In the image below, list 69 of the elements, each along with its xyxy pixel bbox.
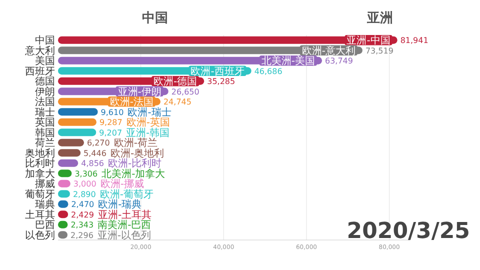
annotation: 2020/3/25: [346, 219, 470, 244]
y-tick-label: 法国: [35, 96, 55, 108]
annotation: 亚洲-伊朗: [118, 86, 162, 98]
data-label: 5,446: [84, 148, 106, 158]
annotation: 亚洲-土耳其: [98, 208, 152, 221]
y-tick-label: 挪威: [35, 178, 55, 190]
data-label: 2,470: [71, 200, 94, 210]
y-tick-label: 中国: [35, 34, 55, 47]
y-tick-label: 美国: [35, 55, 55, 68]
y-tick-label: 德国: [35, 76, 55, 88]
annotation: 欧洲-英国: [126, 116, 170, 129]
bar: [58, 108, 98, 116]
y-tick-label: 荷兰: [35, 137, 55, 150]
chart-subtitle: 亚洲: [366, 11, 393, 26]
y-tick-label: 以色列: [25, 229, 55, 242]
data-label: 24,745: [163, 98, 192, 107]
data-label: 9,610: [100, 108, 124, 117]
annotation: 北美洲-美国: [261, 55, 315, 68]
data-label: 35,285: [207, 77, 236, 86]
annotation: 欧洲-法国: [110, 96, 154, 108]
data-label: 81,941: [400, 36, 428, 46]
y-tick-label: 西班牙: [25, 65, 55, 78]
annotation: 亚洲-以色列: [97, 229, 152, 242]
y-tick-label: 伊朗: [35, 86, 55, 98]
y-tick-label: 比利时: [25, 158, 55, 170]
data-label: 2,296: [70, 230, 94, 240]
data-label: 9,287: [99, 118, 122, 128]
data-label: 6,270: [86, 138, 110, 148]
data-label: 9,207: [99, 128, 122, 138]
data-label: 73,519: [365, 46, 394, 56]
y-tick-label: 瑞士: [35, 106, 55, 118]
annotation: 欧洲-奥地利: [110, 147, 164, 160]
y-tick-label: 英国: [35, 116, 55, 129]
data-label: 3,306: [74, 169, 98, 178]
bar: [58, 138, 84, 146]
bar: [58, 149, 81, 157]
annotation: 欧洲-德国: [154, 76, 198, 88]
data-label: 2,890: [72, 190, 96, 199]
annotation: 欧洲-荷兰: [114, 137, 158, 150]
annotation: 亚洲-韩国: [126, 126, 170, 139]
data-label: 4,856: [81, 159, 104, 168]
y-tick-label: 葡萄牙: [25, 188, 55, 200]
y-tick-label: 加拿大: [25, 168, 55, 180]
annotation: 北美洲-加拿大: [102, 168, 166, 180]
data-label: 2,429: [71, 210, 94, 220]
annotation: 南美洲-巴西: [98, 219, 152, 232]
annotation: 欧洲-瑞典: [98, 198, 142, 211]
data-label: 26,650: [171, 87, 200, 96]
bar: [58, 118, 96, 126]
data-label: 63,749: [324, 56, 353, 66]
data-label: 3,000: [73, 180, 96, 189]
data-label: 2,343: [70, 220, 94, 230]
annotation: 欧洲-葡萄牙: [100, 188, 154, 200]
bar: [58, 159, 78, 167]
data-label: 46,686: [254, 66, 282, 76]
annotation: 欧洲-意大利: [302, 44, 356, 57]
chart-title: 中国: [142, 11, 168, 26]
y-tick-label: 土耳其: [25, 208, 55, 221]
annotation: 亚洲-中国: [346, 34, 390, 47]
y-tick-label: 意大利: [24, 44, 55, 57]
annotation: 欧洲-瑞士: [128, 106, 172, 118]
bar: [58, 128, 96, 136]
y-tick-label: 瑞典: [35, 198, 55, 211]
y-tick-label: 韩国: [35, 126, 55, 139]
annotation: 欧洲-比利时: [108, 158, 162, 170]
annotation: 欧洲-西班牙: [190, 65, 244, 78]
annotation: 欧洲-挪威: [100, 178, 144, 190]
y-tick-label: 奥地利: [25, 147, 55, 160]
y-tick-label: 巴西: [35, 220, 55, 232]
